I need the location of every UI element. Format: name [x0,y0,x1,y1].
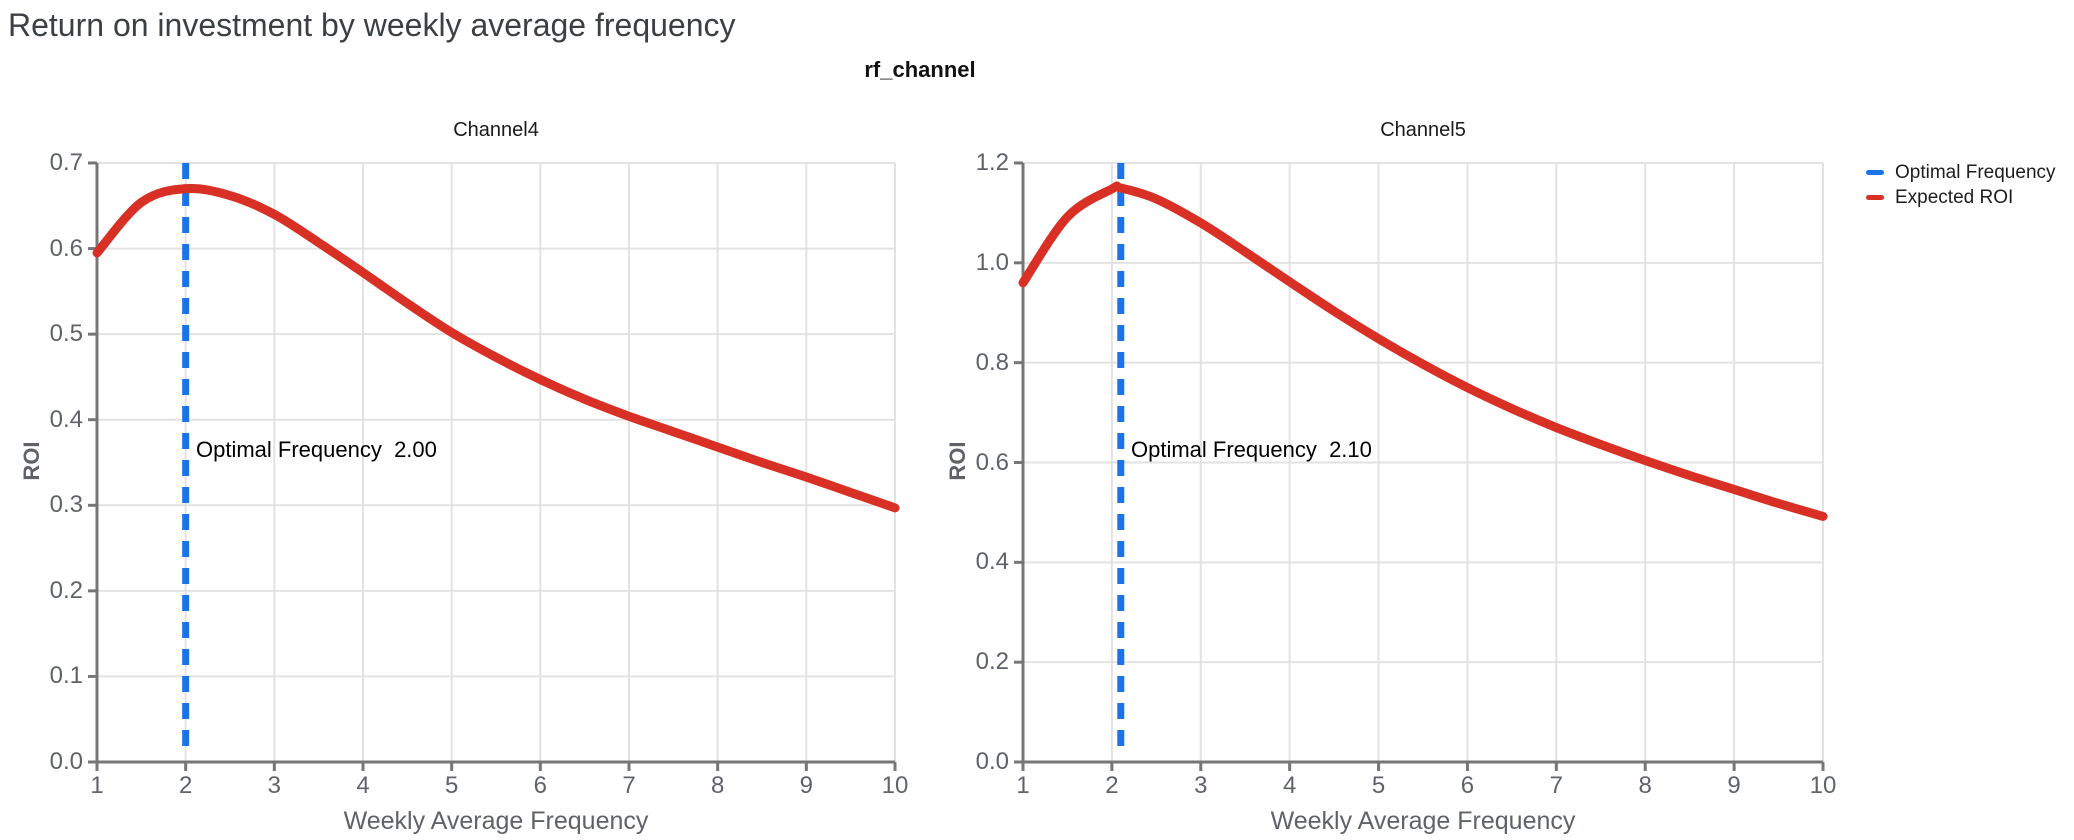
y-tick-label: 0.3 [49,491,83,519]
plot-channel4[interactable] [88,161,900,771]
y-tick-label: 0.4 [975,548,1009,576]
y-tick-label: 0.2 [975,648,1009,676]
x-tick-label: 1 [1016,772,1030,799]
y-tick-label: 0.0 [49,748,83,775]
legend-item-expected-roi[interactable]: Expected ROI [1866,185,2056,210]
x-tick-label: 9 [1727,772,1741,799]
x-tick-label: 4 [356,772,370,799]
y-tick-label: 0.7 [49,149,83,176]
x-tick-label: 7 [1549,772,1564,799]
legend: Optimal Frequency Expected ROI [1866,160,2056,210]
chart-title-channel5: Channel5 [1380,119,1466,141]
x-tick-label: 3 [1194,772,1208,799]
expected-roi-curve [1018,181,1828,521]
x-tick-label: 5 [1371,772,1386,799]
legend-label-expected-roi: Expected ROI [1895,186,2014,208]
y-tick-label: 0.5 [49,320,83,348]
legend-label-optimal-frequency: Optimal Frequency [1895,161,2056,183]
y-axis-label-left: ROI [19,441,44,481]
expected-roi-curve [92,183,900,513]
expected-roi-line-swatch-icon [1866,195,1884,200]
x-tick-label: 4 [1282,772,1297,799]
y-tick-label: 0.2 [49,576,83,604]
optimal-frequency-annotation-right: Optimal Frequency 2.10 [1131,437,1372,462]
y-tick-label: 0.0 [975,748,1009,775]
x-tick-label: 10 [881,772,909,799]
x-tick-label: 1 [90,772,104,799]
page-title: Return on investment by weekly average f… [8,7,736,43]
y-tick-label: 0.1 [49,662,83,690]
y-tick-label: 0.4 [49,405,83,433]
optimal-frequency-annotation-left: Optimal Frequency 2.00 [196,437,437,462]
y-tick-label: 1.0 [975,248,1009,276]
optimal-frequency-line-swatch-icon [1866,170,1884,175]
legend-item-optimal-frequency[interactable]: Optimal Frequency [1866,160,2056,185]
x-tick-label: 9 [799,772,814,799]
x-tick-label: 7 [622,772,636,799]
y-axis-label-right: ROI [945,441,970,481]
chart-title-channel4: Channel4 [453,119,539,141]
x-axis-label-right: Weekly Average Frequency [1270,807,1576,835]
x-tick-label: 8 [1638,772,1652,799]
x-tick-label: 2 [178,772,193,799]
x-tick-label: 3 [267,772,282,799]
x-tick-label: 6 [533,772,548,799]
figure-subtitle: rf_channel [864,57,976,82]
x-tick-label: 6 [1460,772,1475,799]
y-tick-label: 0.6 [975,448,1009,476]
y-tick-label: 0.8 [975,348,1009,376]
x-tick-label: 2 [1105,772,1119,799]
x-tick-label: 8 [710,772,725,799]
y-tick-label: 0.6 [49,234,83,262]
x-tick-label: 10 [1809,772,1837,799]
x-axis-label-left: Weekly Average Frequency [343,807,649,835]
x-tick-label: 5 [444,772,459,799]
y-tick-label: 1.2 [975,149,1009,176]
plot-channel5[interactable] [1014,161,1828,771]
